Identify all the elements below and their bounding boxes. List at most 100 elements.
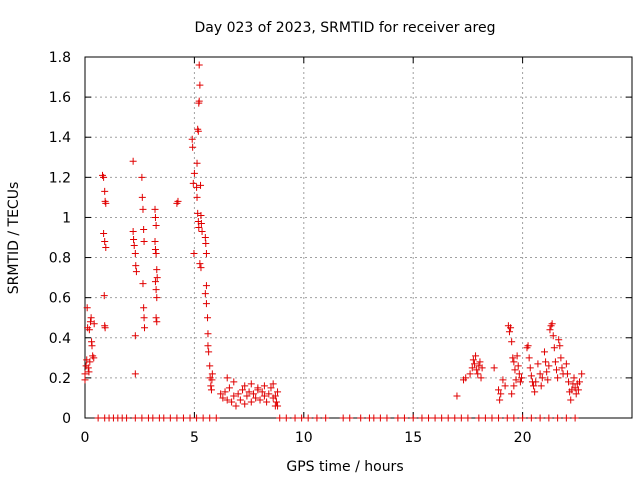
- y-tick-label: 0.2: [49, 371, 71, 387]
- data-point: [536, 370, 544, 378]
- data-point: [478, 364, 486, 372]
- data-point: [101, 187, 109, 195]
- data-point: [339, 414, 347, 422]
- data-point: [193, 414, 201, 422]
- data-point: [357, 414, 365, 422]
- data-point: [536, 414, 544, 422]
- y-axis-label: SRMTID / TECUs: [6, 182, 22, 295]
- data-point: [190, 169, 198, 177]
- data-point: [544, 376, 552, 384]
- data-point: [304, 414, 312, 422]
- data-point: [574, 386, 582, 394]
- data-point: [131, 414, 139, 422]
- data-point: [481, 414, 489, 422]
- data-point: [204, 330, 212, 338]
- x-tick-label: 15: [404, 430, 422, 446]
- data-point: [230, 378, 238, 386]
- data-point: [197, 181, 205, 189]
- data-point: [505, 328, 513, 336]
- data-point: [131, 250, 139, 258]
- data-point: [206, 362, 214, 370]
- data-point: [555, 336, 563, 344]
- data-point: [132, 262, 140, 270]
- data-point: [201, 234, 209, 241]
- data-point: [376, 414, 384, 422]
- y-tick-label: 0.8: [49, 251, 71, 267]
- data-point: [90, 354, 98, 362]
- data-point: [453, 392, 461, 400]
- y-tick-label: 1.2: [49, 170, 71, 186]
- data-point: [543, 368, 551, 376]
- y-tick-label: 0: [62, 411, 71, 427]
- chart-title: Day 023 of 2023, SRMTID for receiver are…: [195, 20, 496, 36]
- data-point: [196, 260, 204, 268]
- data-point: [272, 398, 280, 406]
- data-point: [195, 97, 203, 105]
- y-tick-label: 1.6: [49, 90, 71, 106]
- data-point: [514, 362, 522, 370]
- data-point: [256, 396, 264, 404]
- data-point: [554, 374, 562, 382]
- data-point: [263, 398, 271, 406]
- data-point: [462, 374, 470, 382]
- data-point: [223, 396, 231, 404]
- data-point: [451, 414, 459, 422]
- data-point: [313, 414, 321, 422]
- data-point: [212, 414, 220, 422]
- y-tick-label: 1.4: [49, 130, 71, 146]
- data-point: [509, 354, 517, 362]
- data-point: [551, 358, 559, 366]
- data-point: [196, 81, 204, 89]
- data-point: [538, 374, 546, 382]
- data-point: [129, 157, 137, 165]
- data-point: [87, 314, 95, 322]
- data-point: [202, 300, 210, 308]
- data-point: [476, 358, 484, 366]
- data-point: [193, 193, 201, 201]
- data-point: [457, 414, 465, 422]
- data-point: [512, 376, 520, 384]
- data-point: [100, 173, 108, 181]
- data-point: [562, 360, 570, 368]
- data-point: [531, 388, 539, 396]
- data-point: [205, 348, 213, 356]
- data-point: [208, 376, 216, 384]
- data-point: [510, 382, 518, 390]
- data-point: [197, 211, 205, 219]
- data-point: [370, 414, 378, 422]
- data-point: [101, 238, 109, 246]
- data-point: [546, 326, 554, 334]
- data-point: [501, 382, 509, 390]
- data-point: [140, 304, 148, 312]
- x-tick-label: 10: [295, 430, 313, 446]
- data-point: [525, 354, 533, 362]
- data-point: [219, 394, 227, 402]
- data-point: [241, 382, 249, 390]
- data-point: [260, 392, 268, 400]
- data-point: [571, 414, 579, 422]
- data-point: [548, 320, 556, 328]
- data-point: [223, 374, 231, 382]
- data-point: [510, 414, 518, 422]
- data-point: [202, 250, 210, 258]
- data-point: [221, 388, 229, 396]
- data-point: [508, 338, 516, 346]
- data-point: [166, 414, 174, 422]
- data-point: [194, 127, 202, 135]
- data-point: [542, 358, 550, 366]
- data-point: [199, 414, 207, 422]
- data-point: [102, 244, 110, 252]
- data-point: [188, 135, 196, 143]
- data-point: [282, 414, 290, 422]
- y-tick-label: 1: [62, 210, 71, 226]
- data-point: [207, 386, 215, 394]
- x-tick-label: 5: [190, 430, 199, 446]
- data-point: [130, 242, 138, 250]
- data-point: [195, 61, 203, 69]
- data-points: [81, 61, 586, 422]
- data-point: [247, 380, 255, 388]
- data-point: [225, 384, 233, 392]
- y-tick-label: 0.4: [49, 331, 71, 347]
- data-point: [160, 414, 168, 422]
- data-point: [138, 414, 146, 422]
